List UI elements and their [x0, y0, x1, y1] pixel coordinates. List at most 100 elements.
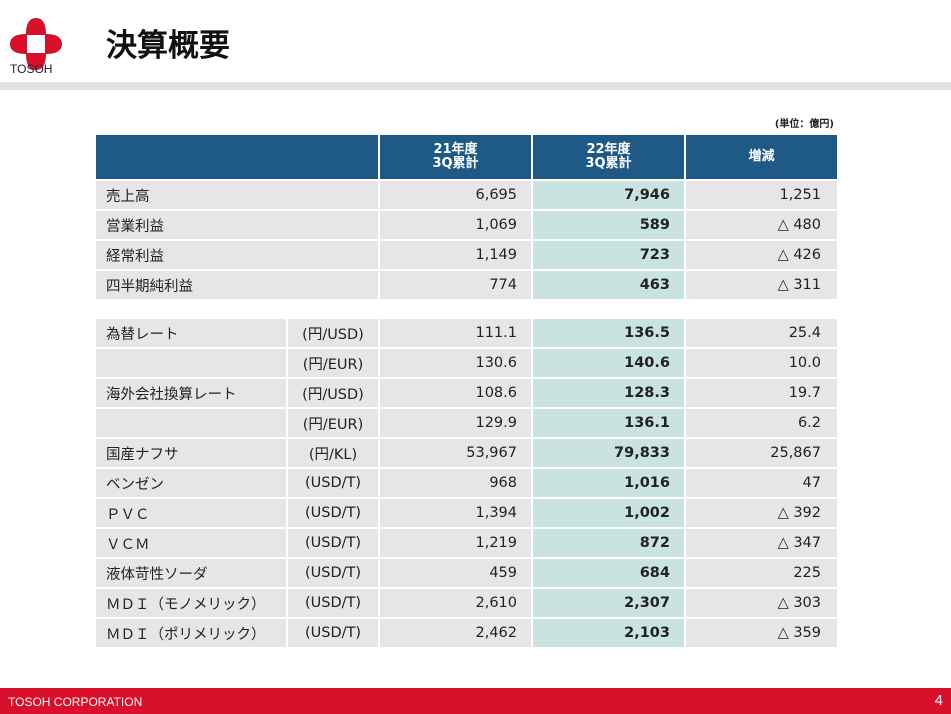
prev-value: 774 — [380, 271, 531, 299]
diff-value: △ 347 — [686, 529, 837, 557]
table-row: ベンゼン (USD/T) 968 1,016 47 — [96, 469, 837, 497]
unit-note: (単位：億円) — [774, 119, 834, 130]
table-row: 為替レート (円/USD) 111.1 136.5 25.4 — [96, 319, 837, 347]
diff-value: △ 311 — [686, 271, 837, 299]
footer-company: TOSOH CORPORATION — [8, 695, 143, 709]
diff-value: △ 480 — [686, 211, 837, 239]
diff-value: 25,867 — [686, 439, 837, 467]
prev-value: 129.9 — [380, 409, 531, 437]
row-label: ＭＤＩ（ポリメリック） — [96, 619, 286, 647]
row-label: 四半期純利益 — [96, 271, 378, 299]
column-header: 21年度 3Q累計 — [380, 135, 531, 179]
diff-value: 10.0 — [686, 349, 837, 377]
prev-value: 2,610 — [380, 589, 531, 617]
row-label: 液体苛性ソーダ — [96, 559, 286, 587]
unit-label: (USD/T) — [288, 469, 378, 497]
table-row: 海外会社換算レート (円/USD) 108.6 128.3 19.7 — [96, 379, 837, 407]
table-row: ＶＣＭ (USD/T) 1,219 872 △ 347 — [96, 529, 837, 557]
curr-value: 684 — [533, 559, 684, 587]
prev-value: 1,219 — [380, 529, 531, 557]
curr-value: 463 — [533, 271, 684, 299]
page-title: 決算概要 — [106, 28, 230, 64]
table-row: (円/EUR) 129.9 136.1 6.2 — [96, 409, 837, 437]
page-number: 4 — [934, 692, 943, 709]
row-label — [96, 349, 286, 377]
unit-label: (USD/T) — [288, 499, 378, 527]
table-row: 国産ナフサ (円/KL) 53,967 79,833 25,867 — [96, 439, 837, 467]
header-divider — [0, 82, 951, 90]
column-header: 22年度 3Q累計 — [533, 135, 684, 179]
prev-value: 1,149 — [380, 241, 531, 269]
row-label: ＭＤＩ（モノメリック） — [96, 589, 286, 617]
row-label: 為替レート — [96, 319, 286, 347]
unit-label: (円/KL) — [288, 439, 378, 467]
row-label: 経常利益 — [96, 241, 378, 269]
curr-value: 128.3 — [533, 379, 684, 407]
row-label: 売上高 — [96, 181, 378, 209]
row-label: ＶＣＭ — [96, 529, 286, 557]
prev-value: 111.1 — [380, 319, 531, 347]
assumptions-table: 為替レート (円/USD) 111.1 136.5 25.4 (円/EUR) 130.6 14… — [94, 317, 839, 649]
diff-value: △ 303 — [686, 589, 837, 617]
curr-value: 136.1 — [533, 409, 684, 437]
prev-value: 6,695 — [380, 181, 531, 209]
column-header: 増減 — [686, 135, 837, 179]
diff-value: △ 426 — [686, 241, 837, 269]
table-row: 売上高 6,695 7,946 1,251 — [96, 181, 837, 209]
row-label: 国産ナフサ — [96, 439, 286, 467]
prev-value: 2,462 — [380, 619, 531, 647]
table-row: ＭＤＩ（ポリメリック） (USD/T) 2,462 2,103 △ 359 — [96, 619, 837, 647]
row-label: 海外会社換算レート — [96, 379, 286, 407]
unit-label: (円/USD) — [288, 379, 378, 407]
column-header — [96, 135, 378, 179]
curr-value: 723 — [533, 241, 684, 269]
curr-value: 872 — [533, 529, 684, 557]
unit-label: (円/EUR) — [288, 409, 378, 437]
diff-value: 19.7 — [686, 379, 837, 407]
row-label: ＰＶＣ — [96, 499, 286, 527]
unit-label: (USD/T) — [288, 529, 378, 557]
diff-value: 47 — [686, 469, 837, 497]
row-label: 営業利益 — [96, 211, 378, 239]
unit-label: (円/USD) — [288, 319, 378, 347]
prev-value: 459 — [380, 559, 531, 587]
unit-label: (USD/T) — [288, 589, 378, 617]
curr-value: 1,016 — [533, 469, 684, 497]
results-table: 21年度 3Q累計 22年度 3Q累計 増減 売上高 6,695 7,946 1,251 営… — [94, 133, 839, 301]
table-row: 四半期純利益 774 463 △ 311 — [96, 271, 837, 299]
table-row: 経常利益 1,149 723 △ 426 — [96, 241, 837, 269]
footer: TOSOH CORPORATION 4 — [0, 688, 951, 714]
diff-value: 1,251 — [686, 181, 837, 209]
table-row: ＭＤＩ（モノメリック） (USD/T) 2,610 2,307 △ 303 — [96, 589, 837, 617]
prev-value: 130.6 — [380, 349, 531, 377]
curr-value: 2,307 — [533, 589, 684, 617]
logo-text: TOSOH — [10, 62, 53, 76]
curr-value: 1,002 — [533, 499, 684, 527]
diff-value: △ 392 — [686, 499, 837, 527]
prev-value: 1,394 — [380, 499, 531, 527]
table-row: 営業利益 1,069 589 △ 480 — [96, 211, 837, 239]
table-row: ＰＶＣ (USD/T) 1,394 1,002 △ 392 — [96, 499, 837, 527]
table-row: 液体苛性ソーダ (USD/T) 459 684 225 — [96, 559, 837, 587]
curr-value: 140.6 — [533, 349, 684, 377]
row-label — [96, 409, 286, 437]
table-row: (円/EUR) 130.6 140.6 10.0 — [96, 349, 837, 377]
curr-value: 7,946 — [533, 181, 684, 209]
diff-value: △ 359 — [686, 619, 837, 647]
diff-value: 6.2 — [686, 409, 837, 437]
prev-value: 108.6 — [380, 379, 531, 407]
tosoh-logo-icon — [10, 18, 62, 70]
curr-value: 136.5 — [533, 319, 684, 347]
unit-label: (USD/T) — [288, 619, 378, 647]
prev-value: 1,069 — [380, 211, 531, 239]
prev-value: 968 — [380, 469, 531, 497]
diff-value: 25.4 — [686, 319, 837, 347]
curr-value: 589 — [533, 211, 684, 239]
unit-label: (円/EUR) — [288, 349, 378, 377]
curr-value: 2,103 — [533, 619, 684, 647]
diff-value: 225 — [686, 559, 837, 587]
curr-value: 79,833 — [533, 439, 684, 467]
prev-value: 53,967 — [380, 439, 531, 467]
unit-label: (USD/T) — [288, 559, 378, 587]
row-label: ベンゼン — [96, 469, 286, 497]
